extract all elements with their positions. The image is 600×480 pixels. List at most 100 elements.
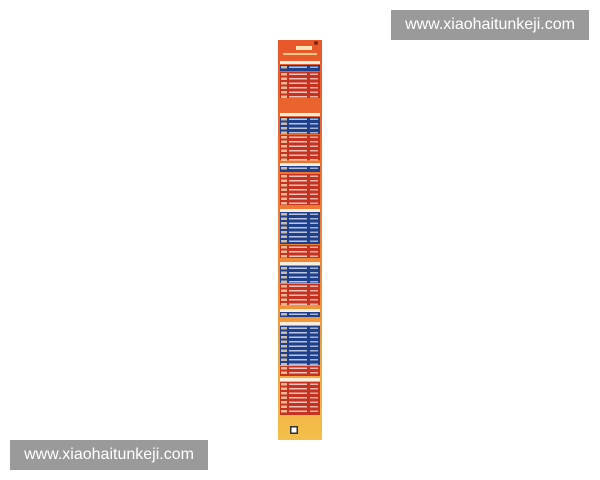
match-row-tag — [310, 193, 318, 195]
match-row-time — [281, 354, 287, 357]
match-row-text — [289, 392, 307, 394]
match-row-tag — [310, 354, 318, 356]
match-row-time — [281, 136, 287, 139]
match-row-tag — [310, 367, 318, 369]
match-row-time — [281, 197, 287, 200]
match-row-text — [289, 236, 307, 238]
poster-subtitle — [283, 53, 317, 55]
match-row-time — [281, 118, 287, 121]
match-row-time — [281, 255, 287, 258]
match-row-tag — [310, 383, 318, 385]
match-row-time — [281, 340, 287, 343]
match-row-tag — [310, 66, 318, 68]
match-row-time — [281, 73, 287, 76]
match-row-text — [289, 145, 307, 147]
match-row-text — [289, 132, 307, 134]
match-row-tag — [310, 236, 318, 238]
match-block — [280, 72, 320, 98]
match-row-time — [281, 294, 287, 297]
match-row-text — [289, 272, 307, 274]
match-row-time — [281, 267, 287, 270]
match-row-tag — [310, 175, 318, 177]
match-row-text — [289, 118, 307, 120]
match-row-text — [289, 255, 307, 257]
match-row-text — [289, 354, 307, 356]
match-row-tag — [310, 141, 318, 143]
match-row-time — [281, 193, 287, 196]
match-row-text — [289, 341, 307, 343]
match-row-time — [281, 154, 287, 157]
match-row-tag — [310, 401, 318, 403]
match-row-time — [281, 298, 287, 301]
match-row-tag — [310, 240, 318, 242]
match-row-text — [289, 336, 307, 338]
match-row-text — [289, 246, 307, 248]
match-row-time — [281, 140, 287, 143]
match-row-text — [289, 290, 307, 292]
match-row-text — [289, 383, 307, 385]
match-row-time — [281, 240, 287, 243]
match-row-text — [289, 350, 307, 352]
match-row-text — [289, 127, 307, 129]
match-row-tag — [310, 363, 318, 365]
match-row-text — [289, 267, 307, 269]
match-row-text — [289, 281, 307, 283]
schedule-blocks — [280, 41, 320, 415]
match-row-time — [281, 303, 287, 306]
match-row-time — [281, 131, 287, 134]
match-row-time — [281, 392, 287, 395]
match-row-time — [281, 289, 287, 292]
match-row-tag — [310, 303, 318, 305]
match-row-time — [281, 217, 287, 220]
match-row-tag — [310, 313, 318, 315]
match-row-time — [281, 167, 287, 170]
match-block — [280, 266, 320, 283]
match-row-time — [281, 280, 287, 283]
match-row-text — [289, 240, 307, 242]
match-row-tag — [310, 251, 318, 253]
poster-title — [296, 46, 312, 50]
match-row-text — [289, 189, 307, 191]
match-row-time — [281, 91, 287, 94]
match-row-tag — [310, 87, 318, 89]
match-row-tag — [310, 336, 318, 338]
match-row-tag — [310, 327, 318, 329]
match-row-text — [289, 401, 307, 403]
match-row-text — [289, 123, 307, 125]
match-row-text — [289, 276, 307, 278]
section-header — [280, 262, 320, 265]
match-row-time — [281, 127, 287, 130]
match-row-tag — [310, 285, 318, 287]
match-row-time — [281, 331, 287, 334]
match-row-text — [289, 180, 307, 182]
match-row-tag — [310, 290, 318, 292]
match-row-tag — [310, 218, 318, 220]
match-row-time — [281, 202, 287, 205]
match-row-time — [281, 222, 287, 225]
match-row-text — [289, 367, 307, 369]
match-row-time — [281, 188, 287, 191]
match-row-time — [281, 226, 287, 229]
match-row-tag — [310, 73, 318, 75]
watermark: www.xiaohaitunkeji.com — [10, 440, 208, 470]
match-row-text — [289, 218, 307, 220]
match-row-tag — [310, 341, 318, 343]
match-row-tag — [310, 332, 318, 334]
match-row-time — [281, 358, 287, 361]
match-row-tag — [310, 227, 318, 229]
match-row-time — [281, 396, 287, 399]
match-row-text — [289, 327, 307, 329]
match-row-text — [289, 66, 307, 68]
match-row-time — [281, 250, 287, 253]
match-row-time — [281, 367, 287, 370]
match-row-text — [289, 154, 307, 156]
match-row-time — [281, 363, 287, 366]
section-header — [280, 61, 320, 64]
match-row-tag — [310, 127, 318, 129]
match-row-text — [289, 397, 307, 399]
match-row-tag — [310, 345, 318, 347]
match-row-tag — [310, 91, 318, 93]
poster-logo — [314, 41, 318, 45]
match-row-tag — [310, 222, 318, 224]
